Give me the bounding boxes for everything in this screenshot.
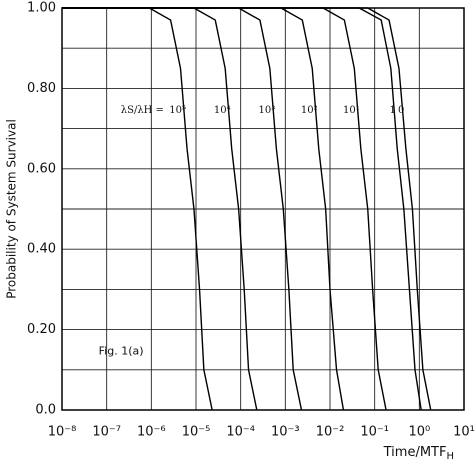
survival-curve	[62, 7, 213, 411]
y-tick-label: 0.80	[27, 81, 56, 96]
x-axis-label-sub: H	[446, 451, 454, 462]
y-axis-label: Probability of System Survival	[5, 119, 19, 299]
curve-label: 10¹	[343, 105, 360, 116]
y-tick-label: 0.40	[27, 242, 56, 257]
y-tick-label: 0.20	[27, 322, 56, 337]
survival-curve	[62, 7, 303, 411]
survival-curve	[62, 7, 258, 411]
y-tick-label: 1.00	[27, 1, 56, 16]
y-tick-label: 0.60	[27, 161, 56, 176]
x-tick-label: 10⁻⁸	[48, 425, 77, 440]
x-tick-label: 10¹	[453, 425, 474, 440]
x-tick-label: 10⁻⁷	[92, 425, 121, 440]
survival-curve	[62, 7, 387, 411]
curve-label: 1	[389, 105, 395, 116]
curve-label: 10²	[301, 105, 318, 116]
curve-label: 10⁵	[169, 105, 186, 116]
x-tick-label: 10⁻³	[271, 425, 300, 440]
survival-curve	[62, 7, 345, 411]
x-tick-label: 10⁻¹	[360, 425, 389, 440]
curve-label: 10⁴	[214, 105, 231, 116]
x-tick-label: 10⁻²	[316, 425, 345, 440]
x-tick-label: 10⁻⁴	[226, 425, 255, 440]
x-axis-label-text: Time/MTF	[383, 445, 447, 460]
figure-label: Fig. 1(a)	[99, 345, 144, 358]
x-axis-label: Time/MTFH	[383, 445, 454, 463]
x-tick-label: 10⁻⁵	[182, 425, 211, 440]
survival-curve	[62, 7, 422, 411]
curve-label: 0	[398, 105, 404, 116]
curve-label: 10³	[259, 105, 276, 116]
ratio-label: λS/λH =	[121, 105, 164, 116]
x-tick-label: 10⁻⁶	[137, 425, 166, 440]
x-tick-label: 10⁰	[408, 425, 430, 440]
survival-curve	[62, 7, 432, 411]
y-tick-label: 0.0	[35, 403, 56, 418]
